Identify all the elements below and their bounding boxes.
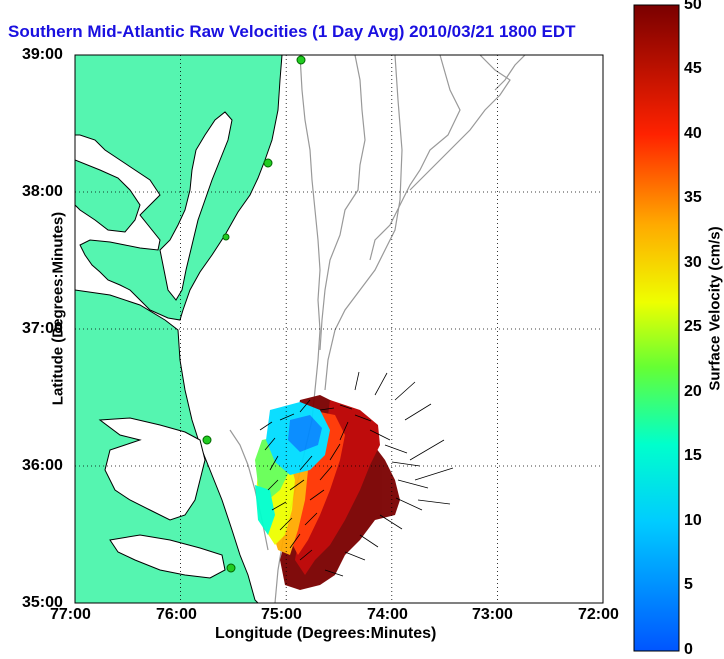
y-tick: 38:00 xyxy=(22,183,63,200)
x-tick: 75:00 xyxy=(261,606,302,623)
colorbar-tick: 20 xyxy=(684,383,702,400)
x-tick: 76:00 xyxy=(156,606,197,623)
x-tick: 77:00 xyxy=(50,606,91,623)
colorbar-tick: 0 xyxy=(684,641,693,658)
radar-sites xyxy=(202,55,306,573)
bathymetry-contours xyxy=(229,55,526,603)
colorbar xyxy=(633,4,680,652)
y-tick: 37:00 xyxy=(22,320,63,337)
velocity-field xyxy=(255,395,400,590)
y-axis-label: Latitude (Degrees:Minutes) xyxy=(49,211,67,406)
colorbar-tick: 40 xyxy=(684,125,702,142)
x-tick: 74:00 xyxy=(367,606,408,623)
y-tick: 36:00 xyxy=(22,457,63,474)
x-axis-label: Longitude (Degrees:Minutes) xyxy=(215,625,437,642)
x-tick: 73:00 xyxy=(472,606,513,623)
x-tick: 72:00 xyxy=(578,606,619,623)
y-tick: 39:00 xyxy=(22,46,63,63)
colorbar-tick: 35 xyxy=(684,189,702,206)
colorbar-tick: 45 xyxy=(684,60,702,77)
colorbar-tick: 25 xyxy=(684,318,702,335)
grid-lines xyxy=(75,55,603,603)
colorbar-tick: 5 xyxy=(684,576,693,593)
map-title: Southern Mid-Atlantic Raw Velocities (1 … xyxy=(8,22,576,41)
colorbar-tick: 10 xyxy=(684,512,702,529)
colorbar-tick: 15 xyxy=(684,447,702,464)
y-tick: 35:00 xyxy=(22,594,63,611)
colorbar-tick: 50 xyxy=(684,0,702,13)
colorbar-tick: 30 xyxy=(684,254,702,271)
colorbar-label: Surface Velocity (cm/s) xyxy=(706,226,724,391)
